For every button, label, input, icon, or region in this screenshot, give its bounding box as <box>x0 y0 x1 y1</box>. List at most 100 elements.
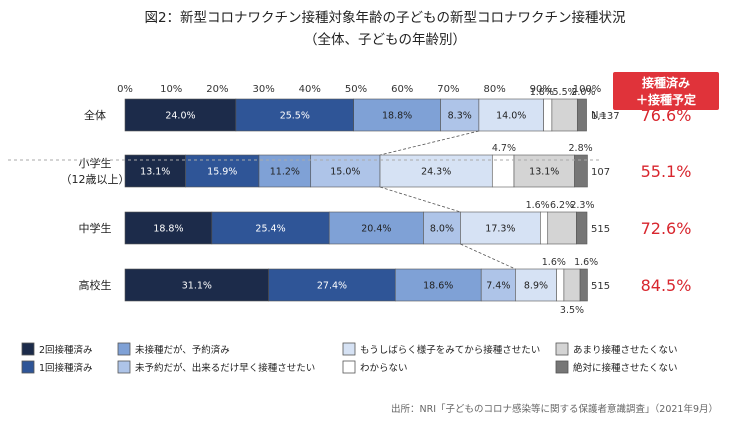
data-label: 15.0% <box>330 167 360 178</box>
data-label: 24.3% <box>421 167 451 178</box>
legend-label: 未予約だが、出来るだけ早く接種させたい <box>135 362 315 374</box>
legend-label: もうしばらく様子をみてから接種させたい <box>360 344 540 356</box>
data-label-small: 2.8% <box>569 143 593 154</box>
x-tick-label: 80% <box>483 84 505 95</box>
bar-segment <box>185 154 260 188</box>
bar-segment <box>515 268 557 302</box>
data-label: 8.0% <box>430 224 454 235</box>
vaccination-rates: 76.6% 55.1% 72.6% 84.5% <box>641 106 692 295</box>
data-label-small: 2.0% <box>571 87 595 98</box>
legend-swatch <box>342 342 356 356</box>
x-tick-label: 10% <box>160 84 182 95</box>
chart-title: 図2：新型コロナワクチン接種対象年齢の子どもの新型コロナワクチン接種状況 <box>144 9 626 26</box>
bar-segment <box>547 211 577 245</box>
legend-label: 1回接種済み <box>39 362 93 374</box>
x-axis: 0% 10% 20% 30% 40% 50% 60% 70% 80% 90% 100% <box>117 84 601 95</box>
bar-segment <box>460 211 541 245</box>
bar-segment <box>543 98 553 132</box>
vaccination-rate: 76.6% <box>641 106 692 125</box>
data-label-small: 1.6% <box>574 257 598 268</box>
rate-badge-line2: ＋接種予定 <box>636 92 696 107</box>
legend-swatch <box>21 342 35 356</box>
data-label: 17.3% <box>485 224 515 235</box>
data-label: 31.1% <box>182 281 212 292</box>
data-label: 13.1% <box>529 167 559 178</box>
data-label: 20.4% <box>361 224 391 235</box>
legend-swatch <box>342 360 356 374</box>
x-tick-label: 30% <box>252 84 274 95</box>
data-label: 24.0% <box>165 111 195 122</box>
vaccination-rate: 55.1% <box>641 162 692 181</box>
legend-swatch <box>117 342 131 356</box>
data-label-small: 5.5% <box>553 87 577 98</box>
legend-label: 未接種だが、予約済み <box>135 344 230 356</box>
bar-segment <box>328 211 424 245</box>
data-label: 25.4% <box>255 224 285 235</box>
data-label: 7.4% <box>486 281 510 292</box>
bar-segment <box>540 211 549 245</box>
data-label: 27.4% <box>317 281 347 292</box>
legend-swatch <box>21 360 35 374</box>
bar-segment <box>124 98 237 132</box>
bar-segment <box>579 268 588 302</box>
category-labels: 全体 1,137 小学生 （12歳以上） 107 中学生 515 高校生 515 <box>61 108 620 292</box>
bar-segment <box>124 268 269 302</box>
sample-size: 1,137 <box>591 111 620 122</box>
data-label: 25.5% <box>280 111 310 122</box>
data-label-small: 3.5% <box>560 305 584 316</box>
sample-size: 515 <box>591 224 610 235</box>
x-tick-label: 70% <box>437 84 459 95</box>
category-label: 小学生 <box>79 156 112 170</box>
data-label: 8.3% <box>448 111 472 122</box>
connector-line <box>379 186 461 213</box>
sample-size: 107 <box>591 167 610 178</box>
data-label: 18.8% <box>153 224 183 235</box>
bar-segment <box>353 98 441 132</box>
bar-segment <box>440 98 480 132</box>
n-header: N= <box>591 110 607 121</box>
bar-segment <box>394 268 482 302</box>
bar-segment <box>576 211 588 245</box>
legend-label: 2回接種済み <box>39 344 93 356</box>
data-label: 11.2% <box>270 167 300 178</box>
category-label: 高校生 <box>79 278 112 292</box>
connector-line <box>460 243 516 270</box>
data-label-small: 2.3% <box>570 200 594 211</box>
data-label: 13.1% <box>140 167 170 178</box>
vaccination-rate: 84.5% <box>641 276 692 295</box>
bar-segment <box>574 154 588 188</box>
data-label: 18.8% <box>382 111 412 122</box>
data-label-small: 6.2% <box>550 200 574 211</box>
legend-swatch <box>555 360 569 374</box>
connector-lines <box>379 130 516 270</box>
vaccination-rate: 72.6% <box>641 219 692 238</box>
chart-subtitle: （全体、子どもの年齢別） <box>304 31 466 48</box>
category-label: （12歳以上） <box>61 173 130 186</box>
data-labels: 24.0% 25.5% 18.8% 8.3% 14.0% 1.8%5.5%2.0% 13.1… <box>140 87 598 316</box>
rate-badge: 接種済み ＋接種予定 <box>613 72 719 110</box>
rate-badge-background <box>613 72 719 110</box>
x-tick-label: 100% <box>573 84 602 95</box>
connector-line <box>379 130 479 156</box>
x-tick-label: 90% <box>530 84 552 95</box>
data-label: 14.0% <box>496 111 526 122</box>
bar-segment <box>423 211 461 245</box>
category-label: 中学生 <box>79 221 112 235</box>
bar-segment <box>268 268 396 302</box>
data-label-small: 1.6% <box>542 257 566 268</box>
bars <box>124 98 588 302</box>
legend-label: わからない <box>360 363 408 374</box>
legend-label: 絶対に接種させたくない <box>573 362 678 374</box>
data-label-small: 1.6% <box>526 200 550 211</box>
rate-badge-line1: 接種済み <box>642 75 690 90</box>
bar-segment <box>478 98 544 132</box>
data-label: 8.9% <box>524 281 548 292</box>
bar-segment <box>563 268 581 302</box>
bar-segment <box>556 268 565 302</box>
bar-segment <box>235 98 354 132</box>
data-label: 18.6% <box>423 281 453 292</box>
sample-size: 515 <box>591 281 610 292</box>
category-label: 全体 <box>84 108 106 122</box>
legend-swatch <box>117 360 131 374</box>
